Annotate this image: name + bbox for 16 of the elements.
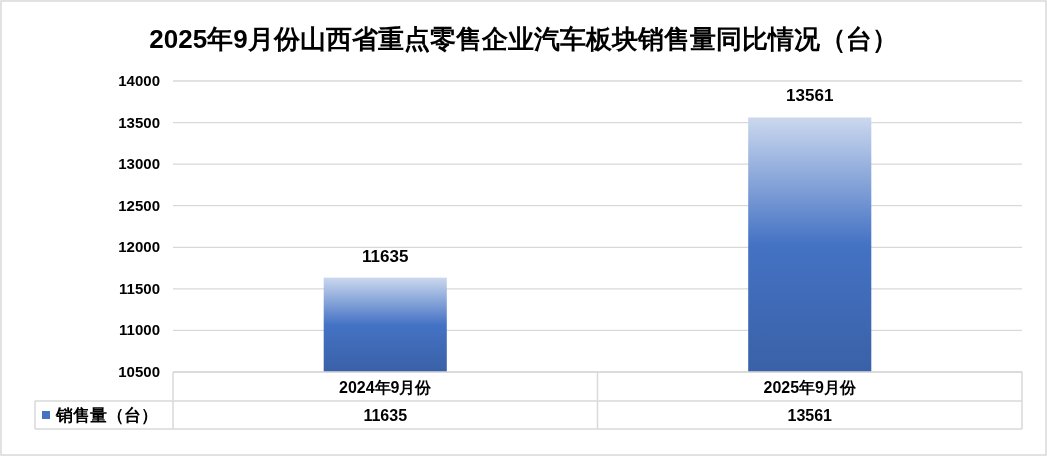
y-tick-label: 14000: [118, 72, 160, 89]
legend-label: 销售量（台）: [56, 406, 158, 425]
y-tick-label: 11500: [119, 279, 160, 297]
annotation: 11635: [362, 246, 409, 266]
y-tick-label: 12500: [118, 196, 160, 214]
y-tick-label: 13000: [118, 155, 160, 173]
y-tick-label: 11000: [119, 321, 160, 339]
y-tick-label: 13500: [118, 113, 160, 131]
x-tick-label: 2024年9月份: [339, 378, 432, 396]
annotation: 13561: [786, 86, 834, 106]
data-label: 11635: [363, 407, 408, 424]
chart-title: 2025年9月份山西省重点零售企业汽车板块销售量同比情况（台）: [149, 24, 898, 54]
y-tick-label: 12000: [118, 238, 160, 256]
y-tick-label: 10500: [118, 363, 160, 380]
data-label: 13561: [787, 407, 832, 424]
x-tick-label: 2025年9月份: [763, 378, 856, 396]
